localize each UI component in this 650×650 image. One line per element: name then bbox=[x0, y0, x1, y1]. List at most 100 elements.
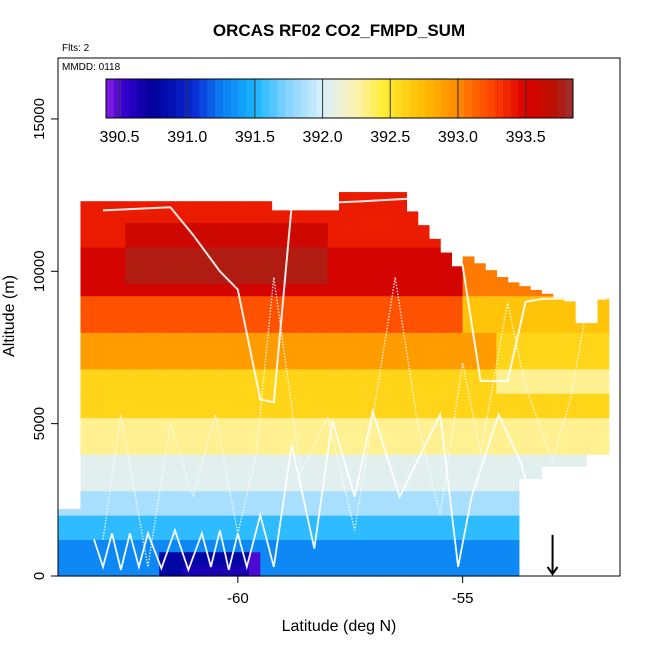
heatmap-cell bbox=[383, 429, 396, 443]
heatmap-cell bbox=[271, 466, 284, 480]
heatmap-cell bbox=[294, 563, 306, 577]
heatmap-cell bbox=[552, 307, 565, 321]
heatmap-cell bbox=[204, 454, 216, 467]
heatmap-cell bbox=[80, 259, 93, 272]
heatmap-cell bbox=[91, 466, 104, 480]
heatmap-cell bbox=[204, 405, 216, 419]
heatmap-cell bbox=[541, 320, 554, 333]
heatmap-cell bbox=[372, 515, 385, 528]
heatmap bbox=[58, 192, 610, 577]
heatmap-cell bbox=[406, 356, 419, 370]
heatmap-cell bbox=[114, 490, 127, 504]
heatmap-cell bbox=[473, 344, 486, 358]
heatmap-cell bbox=[125, 259, 138, 272]
heatmap-cell bbox=[125, 332, 138, 346]
heatmap-cell bbox=[496, 454, 509, 467]
colorbar-segment bbox=[409, 79, 418, 118]
heatmap-cell bbox=[305, 417, 318, 431]
heatmap-cell bbox=[428, 271, 441, 285]
colorbar-segment bbox=[479, 79, 488, 118]
colorbar-segment bbox=[557, 79, 566, 118]
heatmap-cell bbox=[147, 356, 160, 370]
heatmap-cell bbox=[507, 283, 520, 297]
heatmap-cell bbox=[181, 295, 194, 309]
heatmap-cell bbox=[473, 539, 486, 553]
heatmap-cell bbox=[215, 368, 228, 382]
heatmap-cell bbox=[147, 246, 160, 260]
heatmap-cell bbox=[204, 201, 216, 211]
heatmap-cell bbox=[80, 320, 93, 333]
heatmap-cell bbox=[395, 295, 408, 309]
heatmap-cell bbox=[91, 259, 104, 272]
heatmap-cell bbox=[473, 441, 486, 455]
heatmap-cell bbox=[473, 551, 486, 565]
heatmap-cell bbox=[159, 295, 171, 309]
heatmap-cell bbox=[383, 405, 396, 419]
colorbar-tick-label: 390.5 bbox=[100, 129, 140, 146]
heatmap-cell bbox=[372, 246, 385, 260]
heatmap-cell bbox=[114, 429, 127, 443]
heatmap-cell bbox=[80, 393, 93, 406]
heatmap-cell bbox=[215, 466, 228, 480]
heatmap-cell bbox=[417, 225, 430, 236]
heatmap-cell bbox=[305, 271, 318, 285]
heatmap-cell bbox=[327, 356, 340, 370]
flight-track-line bbox=[102, 197, 607, 404]
heatmap-cell bbox=[125, 454, 138, 467]
colorbar-segment bbox=[448, 79, 457, 118]
heatmap-cell bbox=[181, 246, 194, 260]
heatmap-cell bbox=[260, 454, 273, 467]
heatmap-cell bbox=[406, 478, 419, 492]
heatmap-cell bbox=[350, 417, 363, 431]
heatmap-cell bbox=[249, 307, 261, 321]
heatmap-cell bbox=[125, 539, 138, 553]
heatmap-cell bbox=[102, 222, 115, 236]
heatmap-cell bbox=[294, 246, 306, 260]
heatmap-cell bbox=[136, 478, 149, 492]
heatmap-cell bbox=[462, 563, 475, 577]
heatmap-cell bbox=[428, 356, 441, 370]
heatmap-cell bbox=[260, 295, 273, 309]
heatmap-cell bbox=[327, 478, 340, 492]
heatmap-cell bbox=[282, 368, 295, 382]
colorbar-segment bbox=[106, 79, 115, 118]
heatmap-cell bbox=[361, 417, 374, 431]
heatmap-cell bbox=[215, 210, 228, 224]
heatmap-cell bbox=[237, 490, 250, 504]
heatmap-cell bbox=[316, 466, 329, 480]
heatmap-cell bbox=[125, 201, 138, 211]
heatmap-cell bbox=[440, 502, 452, 516]
colorbar-segment bbox=[378, 79, 387, 118]
heatmap-cell bbox=[316, 502, 329, 516]
heatmap-cell bbox=[541, 441, 554, 455]
heatmap-cell bbox=[417, 502, 430, 516]
heatmap-cell bbox=[586, 393, 599, 406]
colorbar-segment bbox=[549, 79, 558, 118]
heatmap-cell bbox=[170, 454, 183, 467]
heatmap-cell bbox=[406, 307, 419, 321]
heatmap-cell bbox=[597, 332, 610, 346]
heatmap-cell bbox=[316, 271, 329, 285]
heatmap-cell bbox=[114, 441, 127, 455]
heatmap-cell bbox=[170, 441, 183, 455]
heatmap-cell bbox=[260, 307, 273, 321]
heatmap-cell bbox=[305, 380, 318, 394]
heatmap-cell bbox=[80, 441, 93, 455]
heatmap-cell bbox=[395, 198, 408, 211]
heatmap-cell bbox=[102, 320, 115, 333]
heatmap-cell bbox=[282, 502, 295, 516]
heatmap-cell bbox=[147, 527, 160, 541]
heatmap-cell bbox=[181, 380, 194, 394]
heatmap-cell bbox=[181, 527, 194, 541]
heatmap-cell bbox=[339, 222, 351, 236]
heatmap-cell bbox=[496, 356, 509, 370]
heatmap-cell bbox=[361, 320, 374, 333]
heatmap-cell bbox=[541, 368, 554, 382]
heatmap-cell bbox=[372, 283, 385, 297]
heatmap-cell bbox=[136, 307, 149, 321]
heatmap-cell bbox=[440, 271, 452, 285]
heatmap-cell bbox=[339, 551, 351, 565]
heatmap-cell bbox=[339, 441, 351, 455]
colorbar-segment bbox=[464, 79, 473, 118]
heatmap-cell bbox=[316, 259, 329, 272]
